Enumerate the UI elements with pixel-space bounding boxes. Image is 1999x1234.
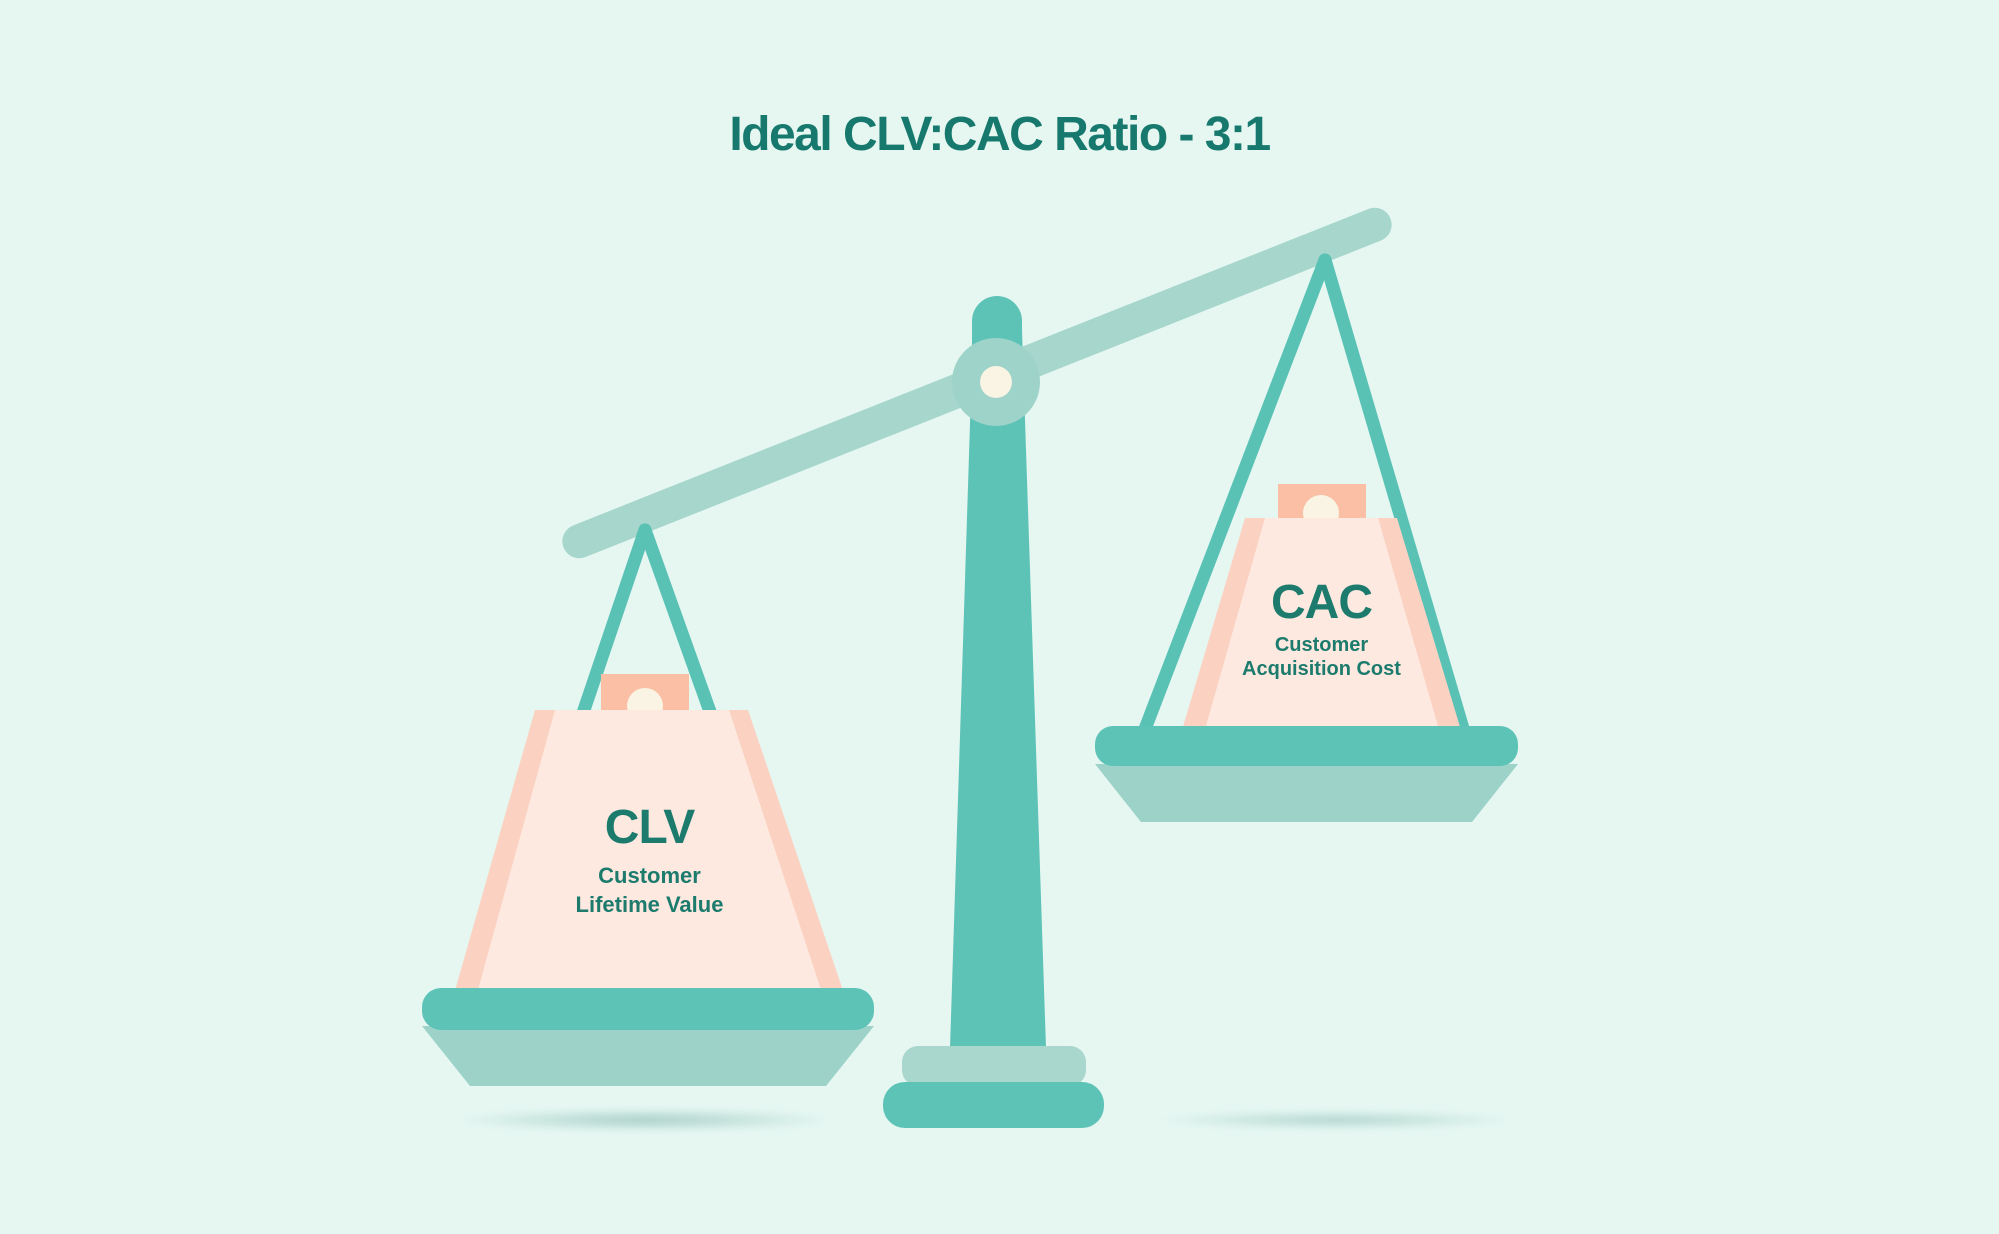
clv-weight-label: CLV Customer Lifetime Value: [450, 804, 849, 919]
right-pan-shadow: [1160, 1110, 1512, 1130]
cac-abbr: CAC: [1271, 576, 1373, 629]
left-pan-shadow: [459, 1108, 831, 1132]
scale-base-lower-slab: [883, 1082, 1104, 1128]
left-pan-dish: [422, 1026, 874, 1086]
right-string-b: [1318, 253, 1474, 749]
right-pan-bar: [1095, 726, 1518, 766]
clv-name-line1: Customer: [598, 863, 701, 888]
page-title: Ideal CLV:CAC Ratio - 3:1: [729, 108, 1271, 161]
scale-base-upper-slab: [902, 1046, 1086, 1086]
left-pan-bar: [422, 988, 874, 1030]
cac-name-line1: Customer: [1274, 634, 1369, 656]
pivot-center-dot: [980, 366, 1012, 398]
right-string-a: [1133, 253, 1332, 749]
clv-name-line2: Lifetime Value: [575, 892, 724, 917]
right-pan-dish: [1095, 764, 1518, 822]
cac-name-line2: Acquisition Cost: [1242, 658, 1401, 680]
clv-abbr: CLV: [604, 801, 695, 854]
cac-weight-label: CAC Customer Acquisition Cost: [1179, 579, 1464, 681]
